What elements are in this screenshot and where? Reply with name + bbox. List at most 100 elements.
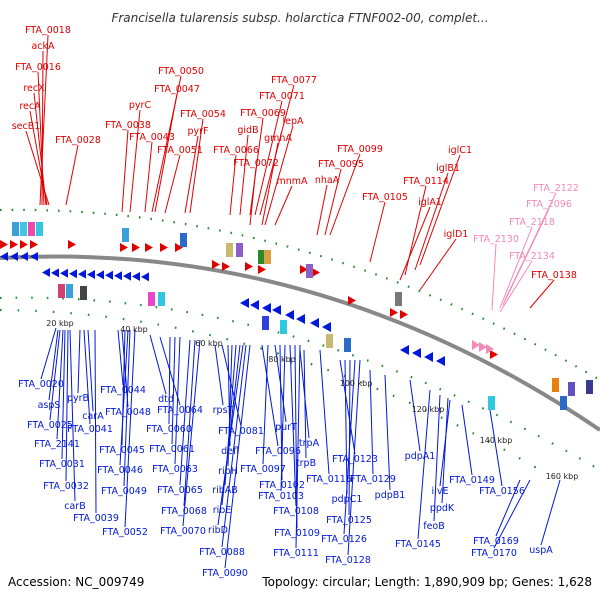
forward-gene-label: FTA_0047	[154, 84, 200, 95]
forward-leader-line	[229, 154, 237, 216]
reverse-gene-label: trpA	[299, 438, 320, 449]
reverse-leader-line	[56, 329, 64, 440]
feature-box	[226, 243, 233, 257]
reverse-gene-label: FTA_0064	[157, 405, 203, 416]
forward-gene-label: FTA_0105	[362, 192, 408, 203]
feature-box	[306, 264, 313, 278]
forward-gene-label: recA	[19, 101, 41, 112]
reverse-leader-line	[344, 359, 348, 495]
forward-gene-label: nhaA	[315, 175, 340, 186]
forward-gene-label: secB1	[12, 121, 41, 132]
forward-gene-label: FTA_0054	[180, 109, 226, 120]
reverse-gene-label: FTA_0109	[274, 528, 320, 539]
reverse-gene-label: purT	[275, 422, 297, 433]
reverse-gene-label: FTA_0044	[100, 385, 146, 396]
forward-gene-label: FTA_0051	[157, 145, 203, 156]
rna-gene-label: FTA_2122	[533, 183, 579, 194]
forward-gene-label: FTA_0114	[403, 176, 449, 187]
reverse-leader-line	[48, 329, 59, 401]
feature-box	[280, 320, 287, 334]
feature-box	[180, 233, 187, 247]
gene-arrow	[0, 252, 8, 261]
reverse-gene-label: FTA_0090	[202, 568, 248, 579]
reverse-gene-label: FTA_0088	[199, 547, 245, 558]
genome-backbone	[0, 254, 600, 432]
reverse-gene-label: FTA_0081	[218, 426, 264, 437]
forward-gene-label: FTA_0138	[531, 270, 577, 281]
gene-arrow	[42, 268, 50, 277]
reverse-leader-line	[347, 359, 361, 556]
feature-box	[258, 250, 265, 264]
gene-arrow	[145, 243, 153, 252]
reverse-gene-label: FTA_0123	[332, 454, 378, 465]
reverse-gene-label: FTA_0108	[273, 506, 319, 517]
rna-leader-line	[499, 226, 533, 309]
reverse-gene-label: ribE	[213, 505, 232, 516]
forward-leader-line	[239, 134, 249, 216]
reverse-leader-line	[117, 329, 124, 386]
feature-box	[236, 243, 243, 257]
kbp-tick-label: 60 kbp	[195, 339, 223, 348]
forward-leader-line	[316, 184, 328, 236]
accession-text: Accession: NC_009749	[8, 575, 144, 589]
reverse-gene-label: FTA_0102	[259, 480, 305, 491]
forward-leader-line	[369, 201, 386, 263]
kbp-tick-label: 100 kbp	[340, 379, 373, 388]
feature-box	[552, 378, 559, 392]
reverse-leader-line	[40, 327, 57, 380]
kbp-tick-label: 120 kbp	[412, 405, 445, 414]
forward-gene-label: FTA_0043	[129, 132, 175, 143]
reverse-gene-label: FTA_0048	[105, 407, 151, 418]
gene-arrow	[175, 243, 183, 252]
reverse-gene-label: FTA_0025	[27, 420, 73, 431]
gene-arrow	[78, 269, 86, 279]
kbp-tick-label: 80 kbp	[268, 355, 296, 364]
gene-arrow	[258, 265, 266, 274]
gene-arrow	[400, 345, 409, 355]
forward-gene-label: FTA_0069	[240, 108, 286, 119]
forward-leader-line	[121, 129, 129, 213]
reverse-leader-line	[439, 399, 451, 487]
forward-gene-label: iglC1	[448, 145, 472, 156]
gene-arrow	[300, 265, 308, 274]
forward-leader-line	[274, 185, 293, 226]
gene-arrow	[30, 240, 38, 249]
forward-leader-line	[254, 100, 283, 216]
reverse-gene-label: pdpA1	[405, 451, 436, 462]
reverse-leader-line	[149, 334, 167, 395]
reverse-gene-label: FTA_0060	[146, 424, 192, 435]
kbp-tick-label: 160 kbp	[546, 472, 579, 481]
reverse-leader-line	[289, 344, 297, 507]
reverse-leader-line	[540, 479, 561, 546]
reverse-gene-label: trpB	[296, 458, 316, 469]
gene-arrow	[132, 243, 140, 252]
reverse-gene-label: FTA_0052	[102, 527, 148, 538]
gene-arrow	[69, 269, 77, 279]
reverse-gene-label: FTA_0096	[255, 446, 301, 457]
reverse-gene-label: FTA_0145	[395, 539, 441, 550]
reverse-leader-line	[262, 344, 269, 465]
reverse-gene-label: pdpB1	[375, 490, 406, 501]
forward-gene-label: ackA	[31, 41, 55, 52]
forward-leader-line	[249, 167, 257, 226]
reverse-leader-line	[182, 339, 201, 527]
reverse-gene-label: uspA	[529, 545, 553, 556]
forward-leader-line	[39, 34, 49, 206]
reverse-gene-label: FTA_0126	[321, 534, 367, 545]
reverse-leader-line	[174, 336, 181, 465]
forward-gene-label: FTA_0018	[25, 25, 71, 36]
reverse-leader-line	[183, 339, 196, 507]
feature-box	[66, 284, 73, 298]
reverse-gene-label: FTA_0097	[240, 464, 286, 475]
gene-arrow	[68, 240, 76, 249]
reverse-leader-line	[295, 344, 301, 549]
forward-gene-label: FTA_0095	[318, 159, 364, 170]
gene-arrow	[0, 240, 8, 249]
feature-box	[395, 292, 402, 306]
reverse-gene-label: FTA_0070	[160, 526, 206, 537]
feature-box	[344, 338, 351, 352]
reverse-leader-line	[119, 329, 129, 466]
forward-gene-label: FTA_0038	[105, 120, 151, 131]
forward-gene-label: iglD1	[444, 229, 469, 240]
reverse-leader-line	[121, 329, 129, 408]
